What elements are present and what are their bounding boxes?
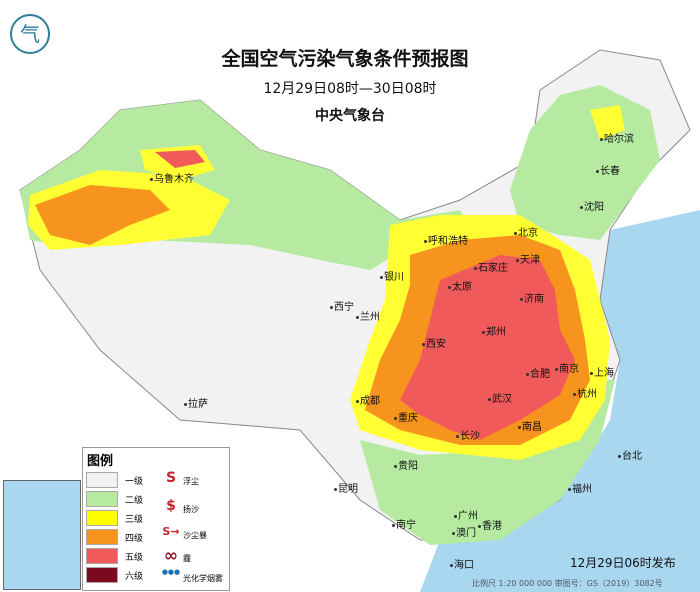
photochemical-smog-icon: ●●●	[161, 568, 181, 576]
floating-dust-icon: S	[165, 470, 177, 486]
city-label: 哈尔滨	[600, 130, 634, 145]
issuer: 中央气象台	[315, 108, 385, 124]
symbol-label: 扬沙	[183, 505, 199, 514]
symbol-label: 光化学烟雾	[183, 574, 223, 583]
level-label: 六级	[125, 572, 144, 582]
city-label: 西宁	[330, 298, 354, 313]
city-label: 香港	[478, 517, 502, 532]
region-level5-north-xinjiang	[155, 150, 205, 168]
city-label: 成都	[356, 392, 380, 407]
city-label: 拉萨	[184, 395, 208, 410]
legend: 图例 一级 二级 三级 四级 五级 六级 S $ S→ ∞ ●●● 浮尘 扬沙 …	[82, 447, 230, 591]
region-level2-south	[360, 380, 615, 545]
city-label: 上海	[590, 364, 614, 379]
city-label: 天津	[516, 251, 540, 266]
level-label: 一级	[125, 477, 144, 487]
city-label: 广州	[454, 507, 478, 522]
city-label: 杭州	[573, 385, 597, 400]
sea	[420, 210, 700, 592]
city-label: 银川	[380, 268, 404, 283]
city-label: 乌鲁木齐	[150, 170, 194, 185]
legend-title: 图例	[87, 454, 114, 469]
city-label: 武汉	[488, 390, 512, 405]
city-label: 济南	[520, 290, 544, 305]
city-label: 长春	[596, 162, 620, 177]
city-label: 太原	[448, 278, 472, 293]
city-label: 兰州	[356, 308, 380, 323]
city-label: 西安	[422, 335, 446, 350]
city-label: 北京	[514, 224, 538, 239]
city-label: 石家庄	[474, 259, 508, 274]
level4-swatch	[86, 529, 118, 545]
city-label: 南宁	[392, 516, 416, 531]
city-label: 澳门	[452, 524, 476, 539]
level-label: 五级	[125, 553, 144, 563]
city-label: 昆明	[334, 480, 358, 495]
level-label: 三级	[125, 515, 144, 525]
symbol-label: 霾	[183, 554, 191, 563]
level2-swatch	[86, 491, 118, 507]
city-label: 呼和浩特	[424, 232, 468, 247]
scale-text: 比例尺 1:20 000 000 审图号：GS（2019）3082号	[472, 579, 663, 588]
forecast-period: 12月29日08时—30日08时	[263, 81, 437, 97]
city-label: 重庆	[394, 409, 418, 424]
haze-icon: ∞	[163, 546, 179, 566]
level1-swatch	[86, 472, 118, 488]
sandstorm-icon: S→	[162, 525, 180, 538]
city-label: 台北	[618, 447, 642, 462]
symbol-label: 沙尘暴	[183, 531, 207, 540]
issue-time: 12月29日06时发布	[570, 556, 676, 570]
level6-swatch	[86, 567, 118, 583]
city-label: 长沙	[456, 427, 480, 442]
level3-swatch	[86, 510, 118, 526]
map-title: 全国空气污染气象条件预报图	[221, 48, 469, 70]
city-label: 南昌	[518, 418, 542, 433]
level-label: 四级	[125, 534, 144, 544]
level-label: 二级	[125, 496, 144, 506]
city-label: 南京	[555, 360, 579, 375]
south-china-sea-inset	[3, 480, 81, 590]
city-label: 福州	[568, 480, 592, 495]
symbol-label: 浮尘	[183, 477, 199, 486]
city-label: 郑州	[482, 323, 506, 338]
city-label: 海口	[450, 556, 474, 571]
logo: 气	[10, 14, 50, 54]
city-label: 贵阳	[394, 457, 418, 472]
city-label: 沈阳	[580, 198, 604, 213]
blowing-sand-icon: $	[166, 498, 176, 514]
level5-swatch	[86, 548, 118, 564]
city-label: 合肥	[526, 365, 550, 380]
